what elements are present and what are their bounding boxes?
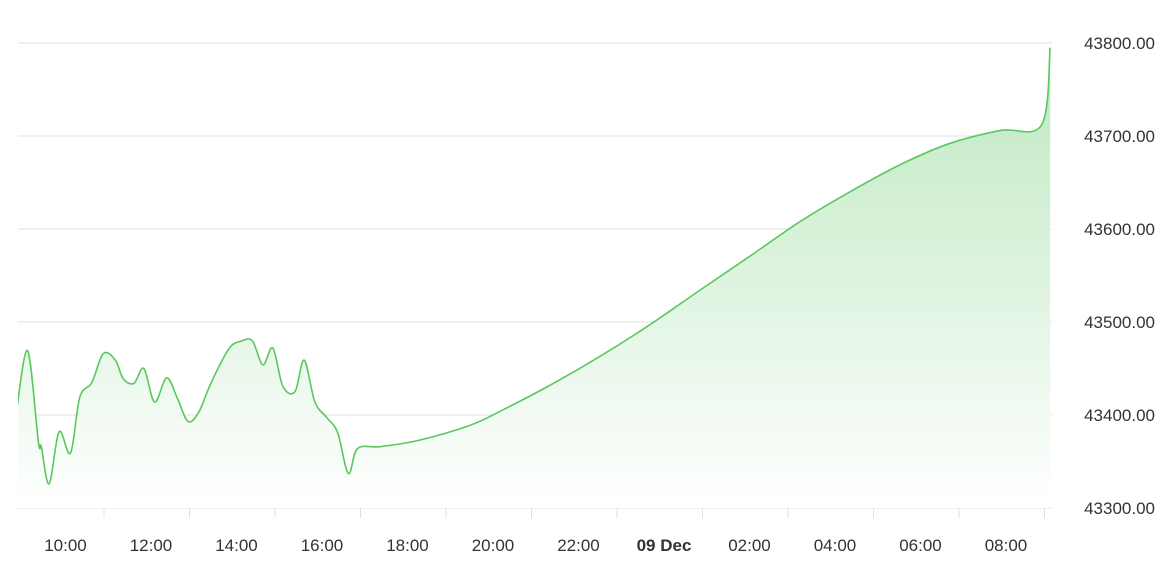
y-tick-label: 43600.00 [1084, 220, 1155, 239]
x-tick-label: 20:00 [472, 536, 515, 555]
y-axis: 43300.00 43400.00 43500.00 43600.00 43700.00… [1084, 34, 1155, 518]
x-tick-label: 02:00 [728, 536, 771, 555]
x-axis: 10:00 12:00 14:00 16:00 18:00 20:00 22:00 09 De… [44, 508, 1045, 555]
x-tick-label: 12:00 [130, 536, 173, 555]
x-tick-label: 08:00 [985, 536, 1028, 555]
x-tick-label: 09 Dec [637, 536, 692, 555]
series-area [18, 47, 1051, 508]
x-tick-label: 14:00 [215, 536, 258, 555]
y-tick-label: 43800.00 [1084, 34, 1155, 53]
x-tick-label: 16:00 [301, 536, 344, 555]
x-tick-label: 18:00 [386, 536, 429, 555]
x-tick-label: 04:00 [814, 536, 857, 555]
x-tick-label: 10:00 [44, 536, 87, 555]
y-tick-label: 43400.00 [1084, 406, 1155, 425]
y-tick-label: 43300.00 [1084, 499, 1155, 518]
x-tick-label: 06:00 [899, 536, 942, 555]
y-tick-label: 43700.00 [1084, 127, 1155, 146]
y-tick-label: 43500.00 [1084, 313, 1155, 332]
series-line [18, 47, 1051, 485]
x-tick-label: 22:00 [557, 536, 600, 555]
